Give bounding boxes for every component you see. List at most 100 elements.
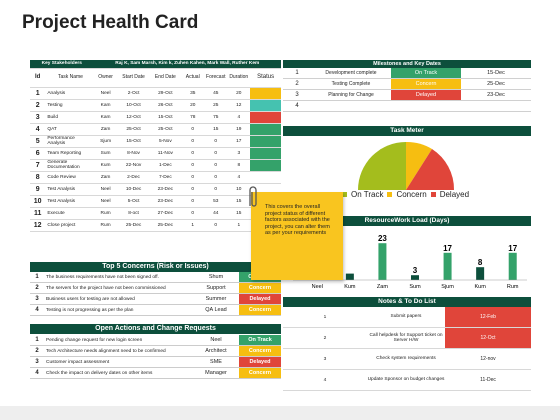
task-id: 5	[35, 137, 40, 145]
task-name: Test Analysis	[47, 198, 76, 204]
item-owner: Manager	[205, 370, 227, 376]
workload-chart: 5NeelKum23Zam3Sum17Sjum8Kum17Rum	[293, 234, 527, 290]
task-owner: Kum	[100, 162, 111, 168]
workload-bar	[476, 267, 485, 280]
task-forecast: 25	[213, 102, 219, 108]
task-end: 23-Dec	[157, 186, 174, 192]
task-end: 25-Dec	[157, 222, 174, 228]
milestone-description: Planning for Change	[328, 91, 374, 98]
task-start: 22-Nov	[125, 162, 142, 168]
note-description: Submit papers	[390, 314, 422, 320]
task-duration: 12	[236, 102, 242, 108]
workload-bar	[345, 273, 354, 280]
item-owner: QA Lead	[205, 307, 227, 313]
task-id: 10	[33, 197, 42, 205]
task-name: Code Review	[47, 174, 76, 180]
milestone-description: Testing Complete	[331, 80, 371, 87]
task-name: Test Analysis	[47, 186, 76, 192]
task-name: Close project	[47, 222, 76, 228]
concerns-header: Top 5 Concerns (Risk or Issues)	[30, 262, 281, 272]
table-row: 12 Close project Rum 25-Dec 25-Dec 1 0 1	[30, 219, 281, 231]
task-name: QAT	[47, 126, 57, 132]
status-badge: Delayed	[239, 357, 281, 367]
task-start: 12-Oct	[126, 114, 141, 120]
task-end: 25-Oct	[158, 126, 173, 132]
item-owner: SME	[210, 359, 222, 365]
task-actual: 0	[191, 138, 195, 144]
task-end: 11-Nov	[157, 150, 173, 156]
note-date-text: 12-nov	[480, 356, 496, 362]
milestone-number: 3	[295, 92, 299, 98]
notes-header: Notes & To Do List	[283, 297, 531, 307]
task-duration: 4	[237, 174, 241, 180]
sticky-note-text: This covers the overall project status o…	[265, 204, 330, 237]
item-number: 2	[35, 348, 39, 354]
task-id: 1	[35, 89, 40, 97]
status-badge: Concern	[239, 283, 281, 293]
notes-panel: Notes & To Do List 1 Submit papers 12-Feb 2…	[283, 297, 531, 391]
status-badge: Delayed	[239, 294, 281, 304]
status-badge: On Track	[239, 335, 281, 345]
task-name: Build	[47, 114, 59, 120]
note-date-text: 12-Feb	[480, 314, 496, 320]
col-start-date: Start Date	[122, 74, 145, 80]
task-actual: 0	[191, 174, 195, 180]
task-actual: 0	[191, 210, 195, 216]
task-start: 15-Oct	[126, 138, 141, 144]
task-status-cell	[250, 171, 281, 183]
milestone-row: 1 Development complete On Track 15-Dec	[283, 68, 531, 79]
status-swatch	[250, 99, 281, 111]
col-id: Id	[35, 74, 41, 80]
paperclip-icon	[249, 186, 257, 207]
table-row: 3 Build Kam 12-Oct 15-Oct 78 75 4	[30, 111, 281, 123]
task-duration: 4	[237, 114, 241, 120]
task-meter-header: Task Meter	[283, 126, 531, 136]
task-forecast: 0	[214, 162, 218, 168]
milestones-header: Milestones and Key Dates	[283, 60, 531, 68]
task-name: Analysis	[47, 90, 66, 96]
page-title: Project Health Card	[22, 12, 199, 33]
status-swatch	[250, 87, 281, 99]
task-owner: Sum	[100, 150, 111, 156]
bar-value-label: 17	[508, 244, 517, 253]
task-duration: 15	[236, 210, 242, 216]
task-id: 2	[35, 101, 40, 109]
task-end: 5-Nov	[158, 138, 172, 144]
category-label: Kum	[474, 284, 486, 290]
task-owner: Neel	[100, 186, 111, 192]
table-row: 10 Test Analysis Neel 5-Oct 23-Dec 0 53 15	[30, 195, 281, 207]
item-description: The business requirements have not been …	[46, 274, 159, 280]
note-row: 2 Call helpdesk for Support ticket on Ser…	[283, 328, 531, 349]
task-forecast: 44	[213, 210, 219, 216]
task-end: 7-Dec	[158, 174, 172, 180]
bar-value-label: 8	[478, 258, 483, 267]
note-number: 1	[323, 314, 327, 320]
task-status-cell	[250, 147, 281, 159]
sticky-note: This covers the overall project status o…	[251, 192, 343, 280]
task-status-cell	[250, 87, 281, 99]
task-owner: Kam	[100, 114, 111, 120]
item-number: 4	[35, 307, 39, 313]
col-duration: Duration	[229, 74, 249, 80]
actions-header: Open Actions and Change Requests	[30, 324, 281, 334]
task-duration: 19	[236, 126, 242, 132]
item-description: Testing is not progressing as per the pl…	[46, 307, 134, 313]
task-start: 8-oct	[128, 210, 139, 216]
item-number: 1	[35, 274, 39, 280]
milestone-date: 25-Dec	[487, 81, 505, 87]
task-meter-pie	[358, 141, 455, 190]
task-owner: Kam	[100, 102, 111, 108]
note-number: 2	[323, 335, 327, 341]
item-description: Check the impact on delivery dates on ot…	[46, 370, 153, 376]
workload-bar	[411, 275, 419, 280]
task-start: 10-Dec	[125, 186, 142, 192]
col-end-date: End Date	[154, 74, 176, 80]
note-row: 1 Submit papers 12-Feb	[283, 307, 531, 328]
task-end: 15-Oct	[158, 114, 173, 120]
actions-list: 1 Pending change request for new login sc…	[30, 335, 281, 379]
task-actual: 0	[191, 150, 195, 156]
status-swatch	[250, 159, 281, 171]
task-owner: Sjum	[100, 138, 112, 144]
task-status-cell	[250, 159, 281, 171]
task-id: 6	[35, 149, 40, 157]
